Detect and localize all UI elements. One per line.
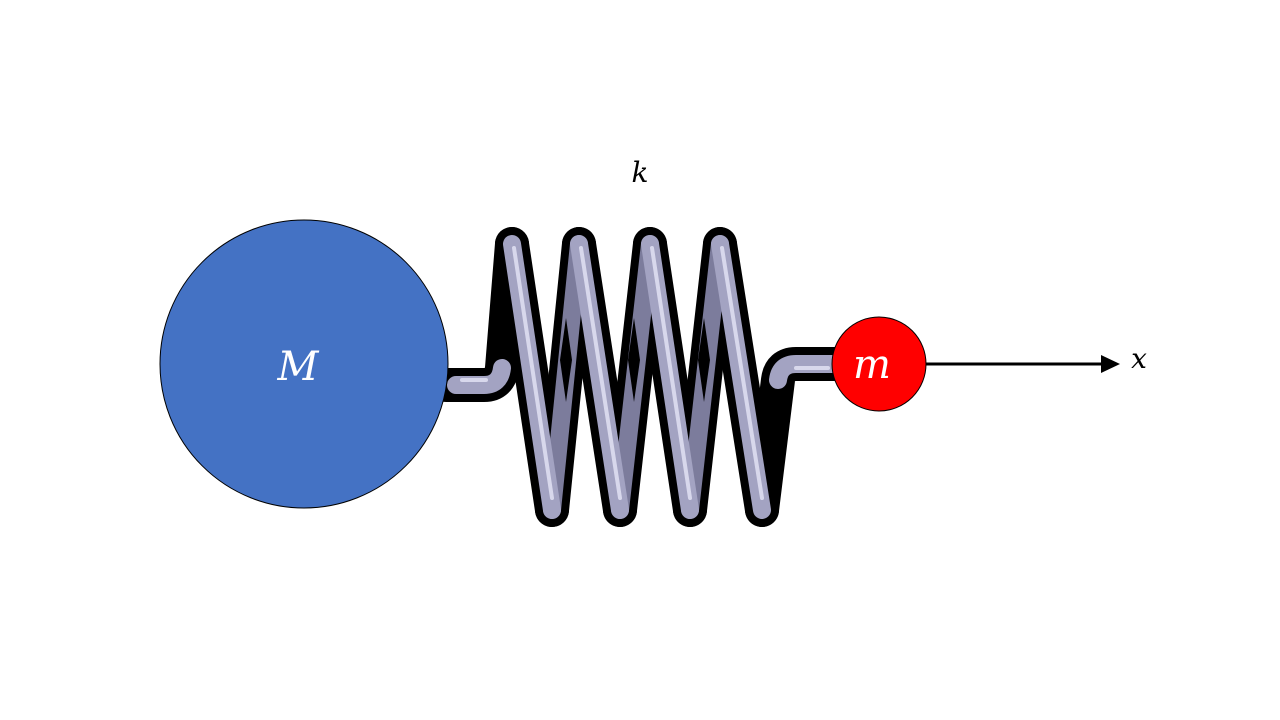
spring-seams xyxy=(560,318,710,402)
large-mass-label: M xyxy=(277,344,320,390)
spring-constant-label: k xyxy=(632,156,649,189)
large-mass-circle xyxy=(159,219,449,509)
small-mass-circle xyxy=(831,316,927,412)
spring xyxy=(429,227,855,527)
x-axis-label: x xyxy=(1131,342,1147,375)
x-axis-arrowhead xyxy=(1101,355,1120,373)
small-mass-label: m xyxy=(853,342,891,388)
spring-highlight xyxy=(460,246,830,500)
